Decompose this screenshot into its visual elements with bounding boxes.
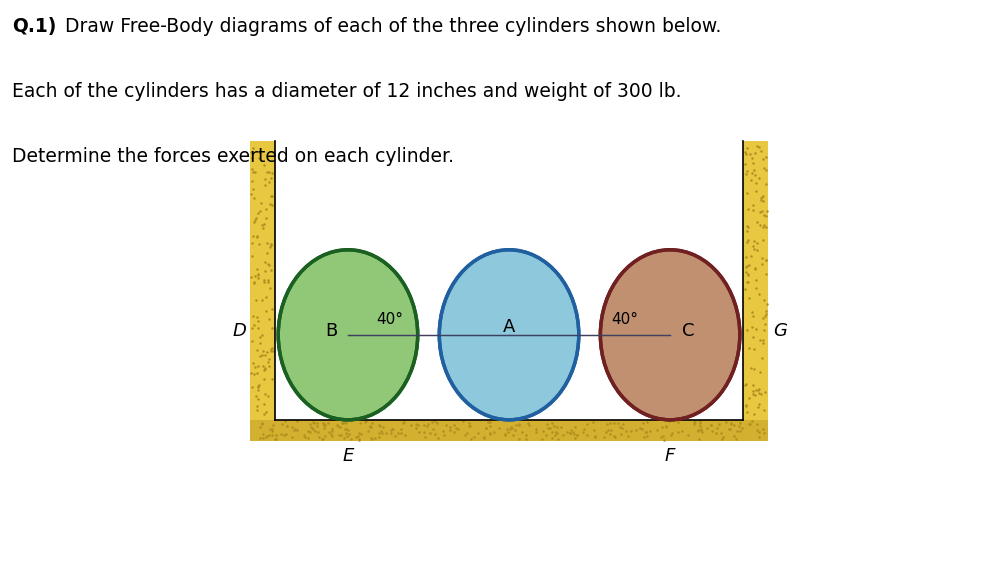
Text: C: C <box>682 323 695 341</box>
Bar <box>249 420 768 441</box>
Text: Determine the forces exerted on each cylinder.: Determine the forces exerted on each cyl… <box>12 147 453 166</box>
Ellipse shape <box>278 250 418 420</box>
Text: F: F <box>665 447 675 464</box>
Ellipse shape <box>600 250 740 420</box>
Text: 40°: 40° <box>612 312 639 327</box>
Bar <box>275 141 743 420</box>
Bar <box>249 141 275 420</box>
Text: E: E <box>343 447 353 464</box>
Text: D: D <box>233 323 247 341</box>
Text: A: A <box>503 318 515 336</box>
Text: Draw Free-Body diagrams of each of the three cylinders shown below.: Draw Free-Body diagrams of each of the t… <box>59 17 722 36</box>
Text: 40°: 40° <box>376 312 403 327</box>
Text: B: B <box>326 323 338 341</box>
Text: Q.1): Q.1) <box>12 17 56 36</box>
Text: Each of the cylinders has a diameter of 12 inches and weight of 300 lb.: Each of the cylinders has a diameter of … <box>12 82 681 101</box>
Text: G: G <box>773 323 787 341</box>
Ellipse shape <box>440 250 579 420</box>
Bar <box>743 141 768 420</box>
